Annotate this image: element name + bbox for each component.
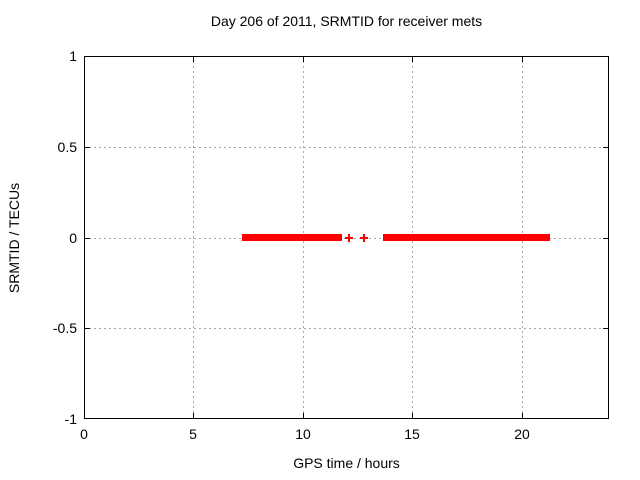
x-tick-mark-top: [412, 56, 413, 62]
y-tick-mark-right: [603, 328, 609, 329]
y-tick-label: -0.5: [52, 320, 77, 336]
x-tick-label: 20: [514, 426, 530, 442]
data-point-marker: [345, 237, 353, 239]
y-tick-mark-left: [84, 147, 90, 148]
x-tick-label: 15: [404, 426, 420, 442]
x-tick-mark-top: [303, 56, 304, 62]
chart-title: Day 206 of 2011, SRMTID for receiver met…: [210, 13, 483, 29]
y-tick-label: 0.5: [57, 139, 77, 155]
y-tick-mark-left: [84, 238, 90, 239]
y-gridline: [84, 147, 609, 148]
x-axis-title: GPS time / hours: [293, 455, 400, 471]
y-gridline: [84, 328, 609, 329]
x-tick-mark-bottom: [193, 413, 194, 419]
y-tick-label: 0: [69, 230, 77, 246]
x-tick-mark-bottom: [522, 413, 523, 419]
plot-area: [84, 56, 609, 419]
y-tick-mark-right: [603, 147, 609, 148]
y-tick-label: 1: [69, 48, 77, 64]
x-tick-mark-bottom: [303, 413, 304, 419]
x-gridline: [193, 56, 194, 419]
x-tick-label: 5: [189, 426, 197, 442]
x-tick-label: 0: [80, 426, 88, 442]
y-tick-mark-right: [603, 238, 609, 239]
data-segment: [242, 234, 342, 241]
data-segment: [383, 234, 550, 241]
x-tick-mark-top: [193, 56, 194, 62]
y-tick-label: -1: [64, 411, 77, 427]
data-point-marker: [360, 237, 368, 239]
x-tick-mark-top: [522, 56, 523, 62]
x-tick-label: 10: [295, 426, 311, 442]
y-tick-mark-left: [84, 328, 90, 329]
x-tick-mark-bottom: [412, 413, 413, 419]
